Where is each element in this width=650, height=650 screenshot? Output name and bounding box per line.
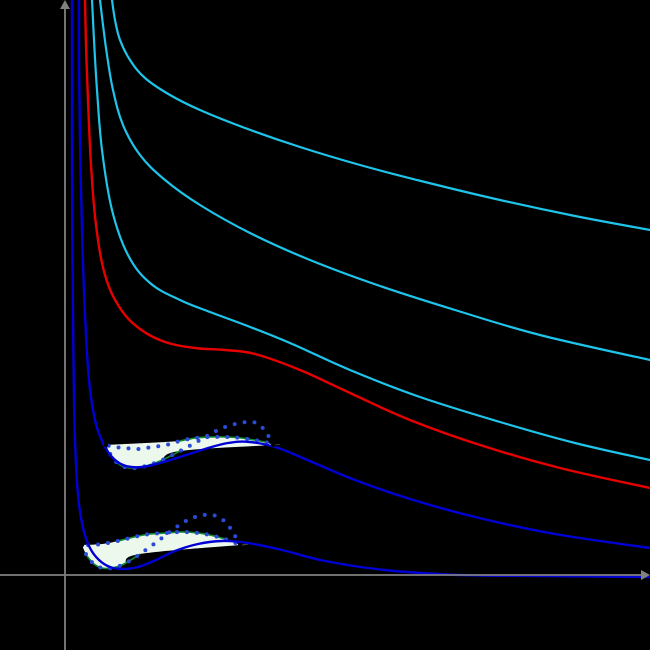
tie-end-dot xyxy=(238,543,242,547)
tie-end-dot xyxy=(104,443,108,447)
tie-end-dot xyxy=(271,443,275,447)
isotherm-chart xyxy=(0,0,650,650)
tie-end-dot xyxy=(80,543,84,547)
